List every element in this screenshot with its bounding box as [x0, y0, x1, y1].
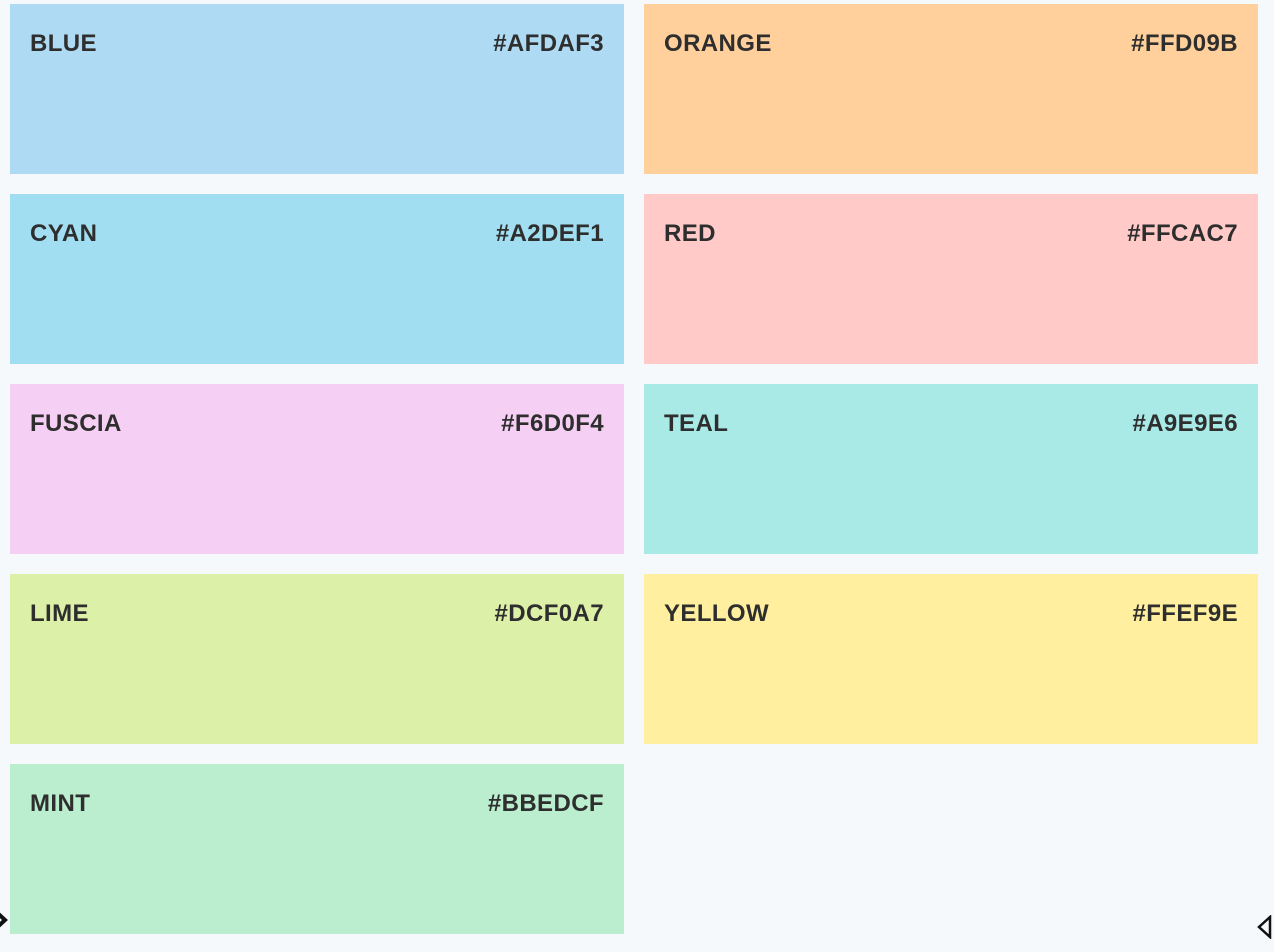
- color-swatch[interactable]: BLUE #AFDAF3: [10, 4, 624, 174]
- color-swatch[interactable]: MINT #BBEDCF: [10, 764, 624, 934]
- swatch-hex: #FFD09B: [1131, 30, 1238, 57]
- swatch-name: ORANGE: [664, 30, 772, 57]
- triangle-left-icon[interactable]: [1256, 914, 1274, 940]
- color-swatch[interactable]: ORANGE #FFD09B: [644, 4, 1258, 174]
- swatch-hex: #A9E9E6: [1132, 410, 1238, 437]
- swatch-hex: #FFCAC7: [1127, 220, 1238, 247]
- color-swatch[interactable]: FUSCIA #F6D0F4: [10, 384, 624, 554]
- swatch-name: MINT: [30, 790, 91, 817]
- swatch-name: LIME: [30, 600, 89, 627]
- chevron-right-icon[interactable]: [0, 905, 11, 935]
- swatch-hex: #DCF0A7: [494, 600, 604, 627]
- swatch-name: BLUE: [30, 30, 97, 57]
- swatch-name: YELLOW: [664, 600, 770, 627]
- color-swatch[interactable]: CYAN #A2DEF1: [10, 194, 624, 364]
- swatch-hex: #AFDAF3: [493, 30, 604, 57]
- color-swatch[interactable]: LIME #DCF0A7: [10, 574, 624, 744]
- color-swatch[interactable]: YELLOW #FFEF9E: [644, 574, 1258, 744]
- swatch-hex: #F6D0F4: [501, 410, 604, 437]
- swatch-name: CYAN: [30, 220, 98, 247]
- swatch-name: TEAL: [664, 410, 729, 437]
- swatch-name: RED: [664, 220, 716, 247]
- swatch-hex: #BBEDCF: [487, 790, 604, 817]
- color-swatch[interactable]: RED #FFCAC7: [644, 194, 1258, 364]
- swatch-hex: #A2DEF1: [495, 220, 604, 247]
- swatch-name: FUSCIA: [30, 410, 122, 437]
- color-swatch[interactable]: TEAL #A9E9E6: [644, 384, 1258, 554]
- swatch-hex: #FFEF9E: [1132, 600, 1238, 627]
